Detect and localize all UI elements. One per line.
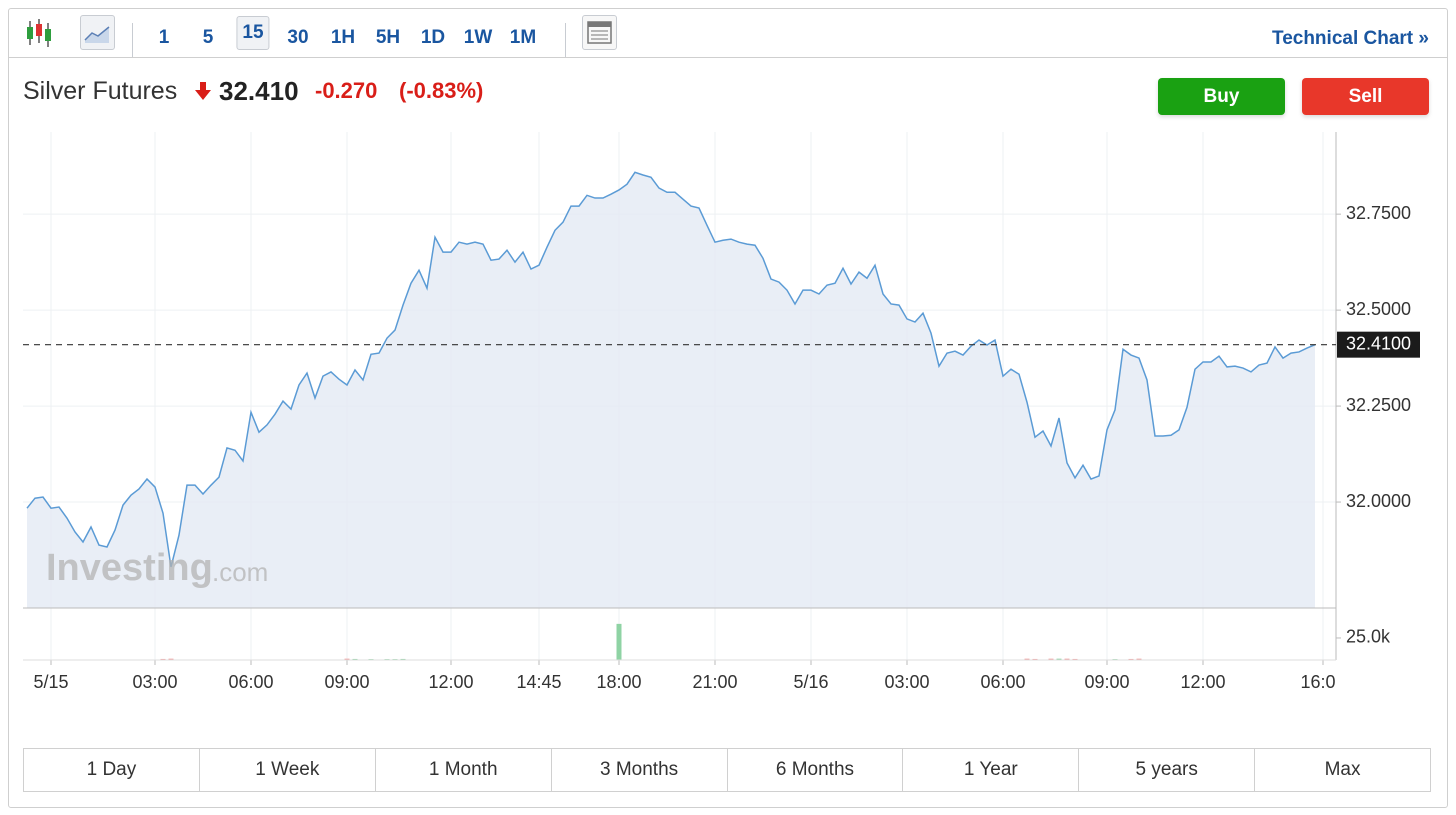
area-fill bbox=[27, 172, 1315, 608]
interval-button[interactable]: 1H bbox=[330, 27, 356, 48]
change-percent: (-0.83%) bbox=[399, 78, 484, 103]
volume-bar bbox=[160, 658, 166, 660]
volume-bar bbox=[1048, 658, 1054, 660]
y-tick-label: 32.0000 bbox=[1346, 491, 1411, 511]
range-button[interactable]: 5 years bbox=[1078, 749, 1254, 791]
last-price-label: 32.4100 bbox=[1346, 333, 1411, 353]
range-button[interactable]: 1 Day bbox=[86, 759, 137, 780]
range-button[interactable]: 1 Year bbox=[902, 749, 1078, 791]
separator bbox=[132, 23, 133, 57]
sell-button[interactable]: Sell bbox=[1302, 78, 1429, 115]
y-tick-label: 32.2500 bbox=[1346, 395, 1411, 415]
change: -0.270 bbox=[315, 78, 378, 103]
range-button[interactable]: 3 Months bbox=[550, 749, 727, 791]
volume-bar bbox=[400, 658, 406, 660]
volume-bar bbox=[1072, 658, 1078, 660]
volume-tick-label: 25.0k bbox=[1346, 627, 1391, 647]
x-tick-label: 06:00 bbox=[980, 672, 1025, 692]
x-tick-label: 09:00 bbox=[1084, 672, 1129, 692]
volume-bar bbox=[1136, 658, 1142, 660]
range-button[interactable]: 6 Months bbox=[726, 749, 903, 791]
volume-bar bbox=[1064, 658, 1070, 660]
interval-button[interactable]: 1 bbox=[158, 27, 170, 48]
price: 32.410 bbox=[219, 76, 299, 106]
volume-bar bbox=[344, 658, 350, 660]
volume-bar bbox=[1056, 658, 1062, 660]
x-tick-label: 14:45 bbox=[516, 672, 561, 692]
interval-button[interactable]: 5H bbox=[375, 27, 401, 48]
price-line bbox=[26, 171, 1316, 568]
x-tick-label: 16:00 bbox=[1300, 672, 1345, 692]
interval-button[interactable]: 5 bbox=[202, 27, 214, 48]
x-tick-label: 12:00 bbox=[428, 672, 473, 692]
technical-chart-text: Technical Chart bbox=[1272, 28, 1414, 49]
interval-button[interactable]: 1D bbox=[420, 27, 446, 48]
volume-bar bbox=[168, 658, 174, 660]
volume-bar bbox=[1032, 658, 1038, 660]
x-tick-label: 5/16 bbox=[793, 672, 828, 692]
range-button[interactable]: 1 Month bbox=[374, 749, 551, 791]
x-tick-label: 06:00 bbox=[228, 672, 273, 692]
range-selector: 1 Day 1 Week 1 Month 3 Months 6 Months 1 Year… bbox=[23, 748, 1431, 792]
x-tick-label: 5/15 bbox=[33, 672, 68, 692]
candlestick-icon[interactable] bbox=[22, 17, 56, 49]
volume-bar bbox=[352, 658, 358, 660]
toolbar: 1 5 15 30 1H 5H 1D 1W 1M Technical Chart » bbox=[8, 8, 1448, 58]
area-icon[interactable] bbox=[80, 15, 115, 50]
interval-button[interactable]: 1M bbox=[509, 27, 537, 48]
x-tick-label: 09:00 bbox=[324, 672, 369, 692]
y-tick-label: 32.5000 bbox=[1346, 299, 1411, 319]
range-button[interactable]: 1 Week bbox=[198, 749, 375, 791]
technical-chart-link[interactable]: Technical Chart » bbox=[1272, 28, 1429, 50]
watermark: Investing bbox=[46, 547, 213, 589]
interval-button[interactable]: 30 bbox=[287, 27, 309, 48]
x-tick-label: 18:00 bbox=[596, 672, 641, 692]
down-arrow bbox=[195, 82, 211, 100]
watermark-suffix: .com bbox=[212, 557, 268, 587]
interval-button[interactable]: 15 bbox=[236, 16, 270, 50]
buy-button[interactable]: Buy bbox=[1158, 78, 1285, 115]
separator bbox=[565, 23, 566, 57]
range-button[interactable]: Max bbox=[1254, 749, 1430, 791]
interval-button[interactable]: 1W bbox=[463, 27, 493, 48]
last-price-box bbox=[1337, 331, 1420, 358]
x-tick-label: 03:00 bbox=[884, 672, 929, 692]
layout-icon[interactable] bbox=[582, 15, 617, 50]
x-tick-label: 03:00 bbox=[132, 672, 177, 692]
volume-bar bbox=[1024, 658, 1030, 660]
widget-frame bbox=[8, 8, 1448, 808]
volume-bar bbox=[616, 623, 622, 660]
x-tick-label: 21:00 bbox=[692, 672, 737, 692]
x-tick-label: 12:00 bbox=[1180, 672, 1225, 692]
y-tick-label: 32.7500 bbox=[1346, 203, 1411, 223]
technical-chart-icon: » bbox=[1418, 28, 1429, 49]
instrument-name: Silver Futures bbox=[23, 77, 178, 105]
volume-bar bbox=[1128, 658, 1134, 660]
